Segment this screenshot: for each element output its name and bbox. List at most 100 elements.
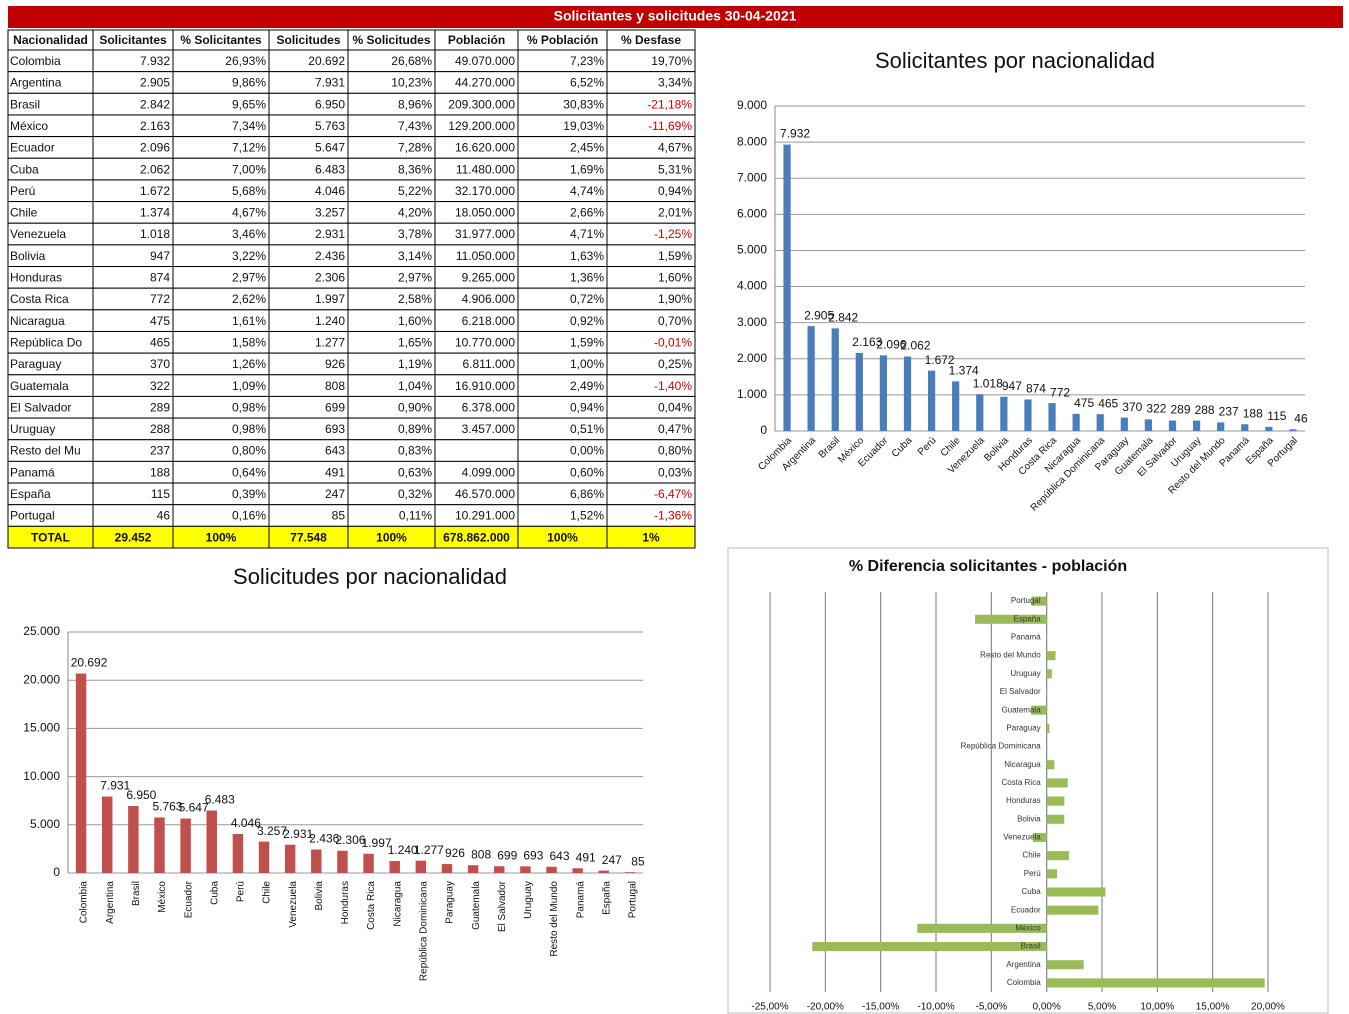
y-tick-label: Chile: [1022, 851, 1041, 860]
bar: [1072, 413, 1080, 431]
data-label: 370: [1122, 400, 1142, 414]
table-cell-text: El Salvador: [10, 400, 71, 414]
x-tick-label: Honduras: [340, 881, 351, 924]
y-tick-label: 20.000: [23, 672, 60, 686]
bar: [1144, 419, 1153, 431]
table-cell-text: 0,94%: [658, 184, 692, 198]
table-cell-text: Ecuador: [10, 141, 55, 155]
data-label: 288: [1195, 403, 1215, 417]
data-label: 5.647: [179, 801, 209, 815]
table-cell-text: 9,86%: [232, 76, 266, 90]
table-cell-text: 4.099.000: [462, 465, 516, 479]
column-header: % Solicitudes: [352, 33, 430, 47]
y-tick-label: 25.000: [23, 624, 60, 638]
bar: [546, 866, 557, 873]
table-cell-text: 1,60%: [398, 314, 432, 328]
y-tick-label: Uruguay: [1010, 669, 1040, 678]
bar: [976, 394, 984, 431]
data-label: 2.436: [309, 832, 339, 846]
bar: [1048, 403, 1056, 431]
x-tick-label: 5,00%: [1088, 1002, 1116, 1013]
bar: [1120, 417, 1128, 431]
bar: [1046, 796, 1065, 806]
data-label: 465: [1098, 396, 1118, 410]
x-tick-label: Resto del Mundo: [549, 881, 560, 957]
bar: [128, 806, 139, 873]
data-label: 1.240: [388, 843, 418, 857]
table-cell-text: 26,68%: [391, 54, 432, 68]
title-bar: [8, 6, 1343, 28]
table-cell-text: 1,00%: [570, 357, 604, 371]
data-label: 1.374: [949, 364, 979, 378]
table-cell-text: 1,09%: [232, 379, 266, 393]
x-tick-label: México: [157, 881, 168, 913]
table-cell-text: 1,61%: [232, 314, 266, 328]
chart-title: Solicitantes por nacionalidad: [875, 48, 1155, 73]
table-cell-text: Panamá: [10, 465, 55, 479]
table-cell-text: 0,04%: [658, 400, 692, 414]
table-cell-text: 5,22%: [398, 184, 432, 198]
table-cell-text: 32.170.000: [455, 184, 515, 198]
table-cell-text: Bolivia: [10, 249, 46, 263]
bar: [101, 796, 113, 873]
x-tick-label: Cuba: [209, 881, 220, 905]
table-cell-text: 100%: [206, 530, 237, 544]
data-label: 46: [1294, 412, 1308, 426]
bar: [1046, 851, 1069, 861]
table-cell-text: 1,52%: [570, 509, 604, 523]
chart-frame: [727, 547, 1329, 1014]
table-cell-text: -1,36%: [654, 509, 692, 523]
data-label: 4.046: [231, 816, 261, 830]
table-cell-text: 7,28%: [398, 141, 432, 155]
table-cell-text: 3,46%: [232, 227, 266, 241]
bar: [1046, 669, 1052, 679]
y-tick-label: República Dominicana: [961, 742, 1042, 751]
table-cell-text: 6,86%: [570, 487, 604, 501]
data-label: 289: [1170, 403, 1190, 417]
y-tick-label: 3.000: [737, 315, 767, 329]
table-cell-text: 1,04%: [398, 379, 432, 393]
table-cell-text: 29.452: [115, 530, 152, 544]
y-tick-label: 0: [760, 423, 767, 437]
x-tick-label: República Dominicana: [418, 881, 429, 981]
data-label: 2.062: [900, 339, 930, 353]
table-cell-text: 7.932: [140, 54, 170, 68]
table-cell-text: 2.842: [140, 97, 170, 111]
bar: [1000, 396, 1008, 431]
table-cell-text: 1.374: [140, 206, 170, 220]
bar: [903, 356, 912, 431]
bar: [1046, 978, 1265, 988]
table-cell-text: 4,67%: [658, 141, 692, 155]
y-tick-label: Bolivia: [1017, 814, 1041, 823]
data-label: 808: [471, 847, 491, 861]
table-cell-text: 2.163: [140, 119, 170, 133]
column-header: Nacionalidad: [13, 33, 88, 47]
table-cell-text: 2,45%: [570, 141, 604, 155]
table-cell-text: 2,49%: [570, 379, 604, 393]
bar: [807, 326, 815, 431]
x-tick-label: -25,00%: [751, 1002, 788, 1013]
table-cell-text: 9,65%: [232, 97, 266, 111]
y-tick-label: Resto del Mundo: [980, 651, 1041, 660]
y-tick-label: Perú: [1024, 869, 1041, 878]
bar: [1046, 869, 1058, 879]
bar: [180, 818, 191, 873]
table-cell-text: 3.457.000: [462, 422, 516, 436]
table-cell-text: 18.050.000: [455, 206, 515, 220]
column-header: Población: [448, 33, 505, 47]
table-cell-text: -21,18%: [647, 97, 692, 111]
x-tick-label: Portugal: [628, 881, 639, 918]
table-cell-text: 2,97%: [398, 271, 432, 285]
bar: [952, 381, 960, 431]
bar: [1046, 760, 1055, 770]
table-cell-text: 1%: [642, 530, 660, 544]
table-cell-text: 0,64%: [232, 465, 266, 479]
x-tick-label: Cuba: [890, 435, 915, 460]
data-label: 1.277: [414, 843, 444, 857]
x-tick-label: 0,00%: [1032, 1002, 1060, 1013]
bar: [1032, 832, 1047, 842]
table-cell-text: 1.240: [315, 314, 345, 328]
bar: [1031, 705, 1047, 715]
table-cell-text: 289: [150, 400, 170, 414]
